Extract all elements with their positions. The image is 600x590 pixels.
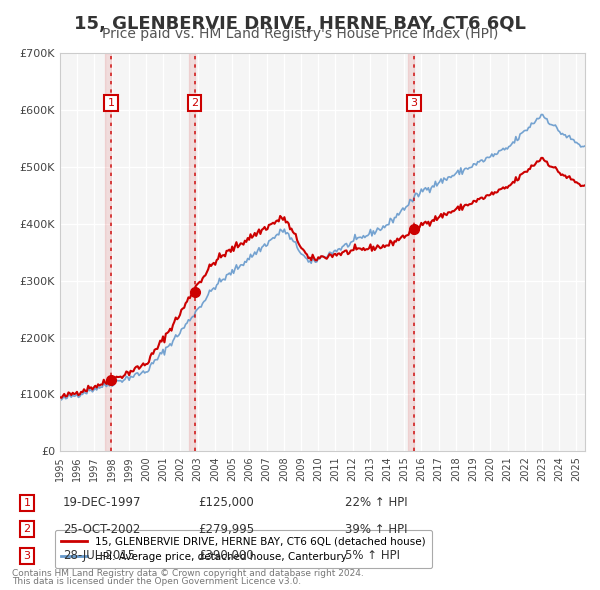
Text: 1: 1 <box>23 498 31 507</box>
Bar <box>408 53 414 451</box>
Text: £390,000: £390,000 <box>198 549 254 562</box>
Text: 3: 3 <box>23 551 31 560</box>
Text: Contains HM Land Registry data © Crown copyright and database right 2024.: Contains HM Land Registry data © Crown c… <box>12 569 364 578</box>
Text: 22% ↑ HPI: 22% ↑ HPI <box>345 496 407 509</box>
Text: 15, GLENBERVIE DRIVE, HERNE BAY, CT6 6QL: 15, GLENBERVIE DRIVE, HERNE BAY, CT6 6QL <box>74 15 526 33</box>
Text: 5% ↑ HPI: 5% ↑ HPI <box>345 549 400 562</box>
Text: 2: 2 <box>191 98 198 108</box>
Text: 25-OCT-2002: 25-OCT-2002 <box>63 523 140 536</box>
Legend: 15, GLENBERVIE DRIVE, HERNE BAY, CT6 6QL (detached house), HPI: Average price, d: 15, GLENBERVIE DRIVE, HERNE BAY, CT6 6QL… <box>55 530 432 568</box>
Text: £279,995: £279,995 <box>198 523 254 536</box>
Text: 2: 2 <box>23 525 31 534</box>
Text: 19-DEC-1997: 19-DEC-1997 <box>63 496 142 509</box>
Bar <box>188 53 194 451</box>
Text: Price paid vs. HM Land Registry's House Price Index (HPI): Price paid vs. HM Land Registry's House … <box>102 27 498 41</box>
Text: 28-JUL-2015: 28-JUL-2015 <box>63 549 135 562</box>
Text: 1: 1 <box>107 98 115 108</box>
Bar <box>105 53 111 451</box>
Text: 3: 3 <box>410 98 418 108</box>
Text: This data is licensed under the Open Government Licence v3.0.: This data is licensed under the Open Gov… <box>12 578 301 586</box>
Text: 39% ↑ HPI: 39% ↑ HPI <box>345 523 407 536</box>
Text: £125,000: £125,000 <box>198 496 254 509</box>
